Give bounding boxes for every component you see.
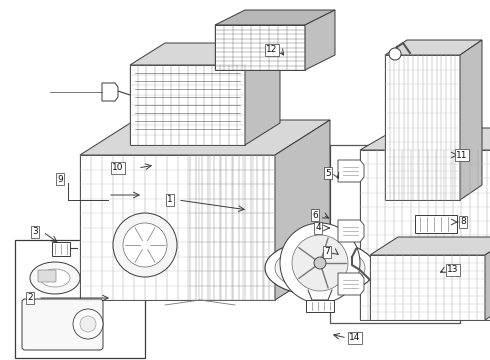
Polygon shape bbox=[385, 55, 460, 200]
Polygon shape bbox=[370, 237, 490, 255]
Polygon shape bbox=[275, 120, 330, 300]
Text: 8: 8 bbox=[460, 217, 466, 226]
Text: 14: 14 bbox=[349, 333, 361, 342]
Polygon shape bbox=[485, 237, 490, 320]
Text: 12: 12 bbox=[266, 45, 278, 54]
Text: 13: 13 bbox=[447, 266, 459, 274]
Polygon shape bbox=[460, 40, 482, 200]
Circle shape bbox=[389, 48, 401, 60]
Polygon shape bbox=[130, 65, 245, 145]
Bar bbox=[415, 215, 457, 233]
Polygon shape bbox=[370, 255, 485, 320]
Ellipse shape bbox=[40, 269, 70, 287]
Polygon shape bbox=[245, 43, 280, 145]
Polygon shape bbox=[80, 120, 330, 155]
Ellipse shape bbox=[275, 246, 365, 291]
Polygon shape bbox=[360, 128, 490, 150]
Bar bbox=[330, 145, 460, 323]
Polygon shape bbox=[305, 10, 335, 70]
FancyBboxPatch shape bbox=[22, 299, 103, 350]
Circle shape bbox=[280, 223, 360, 303]
Circle shape bbox=[73, 309, 103, 339]
Polygon shape bbox=[385, 40, 482, 55]
Circle shape bbox=[123, 223, 167, 267]
Circle shape bbox=[314, 257, 326, 269]
Polygon shape bbox=[130, 43, 280, 65]
Ellipse shape bbox=[265, 240, 375, 296]
Circle shape bbox=[80, 316, 96, 332]
Polygon shape bbox=[215, 10, 335, 25]
Text: 3: 3 bbox=[32, 228, 38, 237]
Polygon shape bbox=[338, 160, 364, 182]
Polygon shape bbox=[52, 242, 70, 256]
Text: 5: 5 bbox=[325, 168, 331, 177]
Text: 9: 9 bbox=[57, 175, 63, 184]
Text: 7: 7 bbox=[324, 248, 330, 256]
Polygon shape bbox=[338, 220, 364, 242]
Text: 2: 2 bbox=[27, 293, 33, 302]
Text: 1: 1 bbox=[167, 195, 173, 204]
Text: 10: 10 bbox=[112, 163, 124, 172]
Polygon shape bbox=[360, 150, 490, 320]
Bar bbox=[306, 300, 334, 312]
Text: 4: 4 bbox=[315, 224, 321, 233]
Text: 6: 6 bbox=[312, 211, 318, 220]
FancyBboxPatch shape bbox=[38, 270, 56, 282]
Polygon shape bbox=[338, 273, 364, 295]
Polygon shape bbox=[80, 155, 275, 300]
Polygon shape bbox=[215, 25, 305, 70]
Bar bbox=[15, 240, 145, 358]
Text: 11: 11 bbox=[456, 150, 468, 159]
Polygon shape bbox=[102, 83, 118, 101]
Circle shape bbox=[113, 213, 177, 277]
Circle shape bbox=[292, 235, 348, 291]
Ellipse shape bbox=[30, 262, 80, 294]
